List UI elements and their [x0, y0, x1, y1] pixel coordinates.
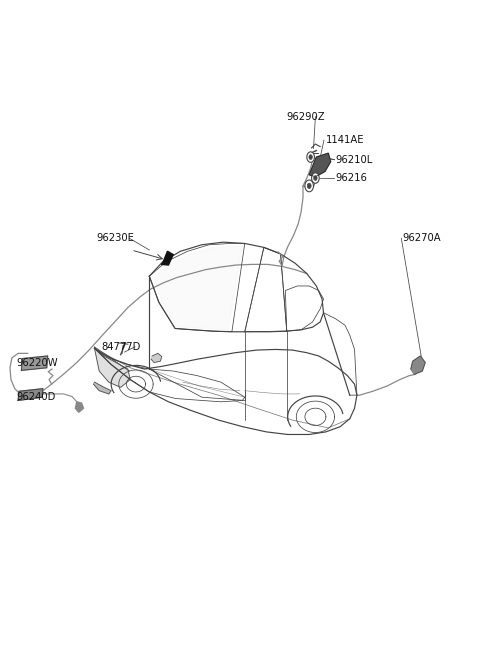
Text: 96240D: 96240D	[17, 392, 56, 402]
Text: 1141AE: 1141AE	[326, 135, 364, 145]
Polygon shape	[22, 356, 48, 371]
Text: 96290Z: 96290Z	[287, 112, 325, 122]
Polygon shape	[95, 348, 130, 388]
Polygon shape	[18, 389, 43, 401]
Text: 84777D: 84777D	[102, 342, 141, 351]
Polygon shape	[161, 251, 173, 265]
Text: 96216: 96216	[336, 173, 367, 183]
Text: 96230E: 96230E	[97, 233, 135, 243]
Text: 96270A: 96270A	[402, 233, 441, 243]
Polygon shape	[154, 246, 242, 330]
Text: 96220W: 96220W	[17, 357, 58, 367]
Polygon shape	[75, 402, 84, 412]
Circle shape	[305, 180, 313, 192]
Polygon shape	[151, 353, 162, 363]
Text: 96210L: 96210L	[336, 154, 372, 165]
Circle shape	[312, 173, 319, 183]
Circle shape	[314, 175, 317, 181]
Circle shape	[307, 152, 314, 162]
Polygon shape	[94, 382, 111, 394]
Circle shape	[307, 183, 311, 189]
Circle shape	[309, 155, 312, 160]
Polygon shape	[309, 153, 331, 177]
Polygon shape	[411, 356, 425, 374]
